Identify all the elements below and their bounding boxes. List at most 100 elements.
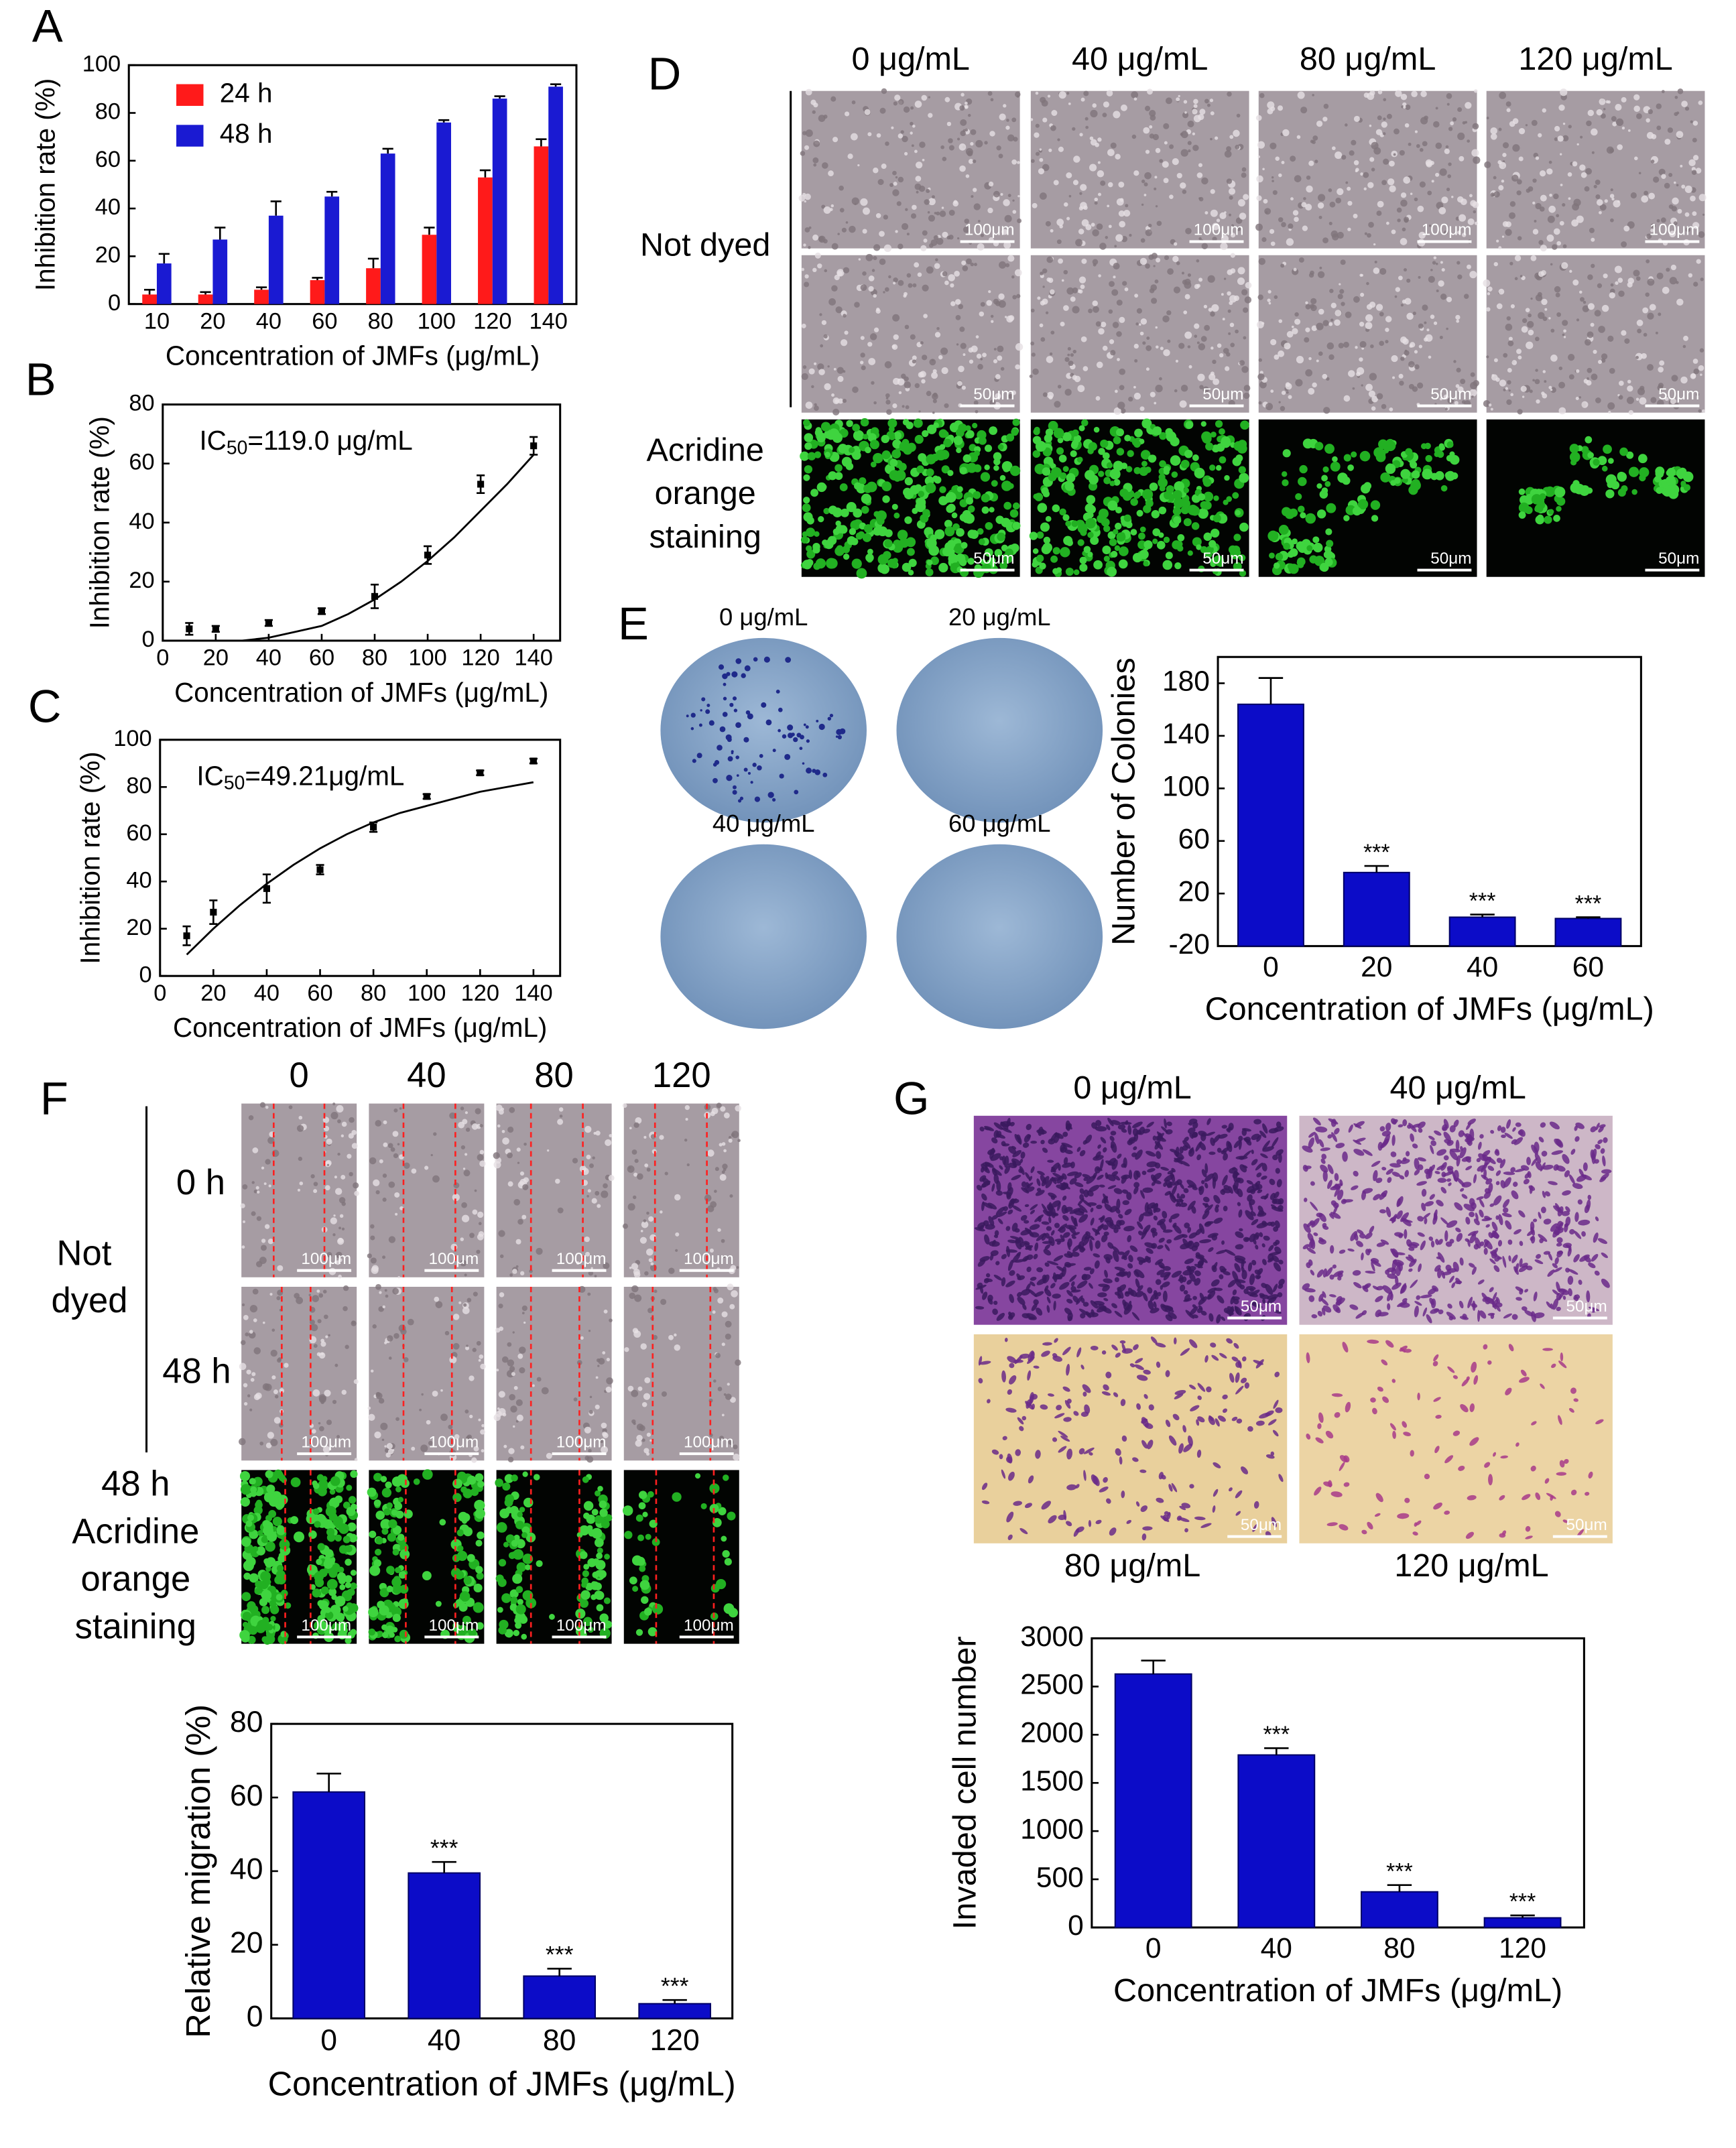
cell — [351, 1130, 357, 1135]
cell — [1363, 172, 1369, 178]
cell — [1068, 347, 1071, 351]
cell — [1050, 290, 1055, 295]
cell — [1117, 401, 1125, 409]
cell — [1338, 294, 1343, 299]
cell — [281, 1637, 288, 1644]
cell — [1110, 468, 1121, 479]
cell — [922, 231, 928, 236]
cell — [1180, 182, 1186, 188]
cell — [1576, 318, 1579, 321]
cell — [1456, 261, 1460, 264]
cell — [1130, 498, 1138, 506]
cell — [1211, 346, 1213, 349]
cell — [1700, 349, 1704, 353]
cell — [609, 1175, 615, 1181]
cell — [810, 489, 818, 497]
cell — [1149, 125, 1152, 129]
cell — [1186, 421, 1194, 429]
colony — [691, 713, 696, 718]
cell — [243, 1573, 251, 1580]
cell — [507, 1153, 513, 1159]
cell — [1065, 521, 1071, 527]
cell — [1678, 88, 1684, 94]
cell — [1133, 553, 1142, 562]
cell — [633, 1328, 638, 1333]
cell — [239, 1363, 247, 1371]
cell — [1359, 357, 1363, 361]
cell — [517, 1354, 523, 1359]
cell — [1609, 368, 1615, 374]
cell — [597, 1204, 601, 1208]
cell — [324, 1390, 330, 1397]
cell — [1665, 486, 1675, 496]
cell — [1040, 324, 1044, 328]
cell — [1032, 353, 1036, 357]
cell — [1298, 477, 1306, 487]
cell — [985, 444, 992, 452]
cell — [949, 145, 954, 151]
cell — [596, 1553, 603, 1560]
cell — [665, 1172, 668, 1175]
cell — [639, 1425, 645, 1431]
cell — [426, 1420, 431, 1425]
cell — [912, 508, 918, 514]
cell — [1685, 186, 1692, 193]
cell — [1580, 297, 1585, 302]
cell — [1145, 345, 1152, 351]
cell — [326, 1139, 332, 1145]
cell — [261, 1239, 265, 1243]
cell — [338, 1238, 343, 1243]
cell — [1156, 258, 1160, 263]
cell — [1303, 197, 1306, 200]
cell — [513, 1426, 515, 1428]
cell — [873, 401, 877, 405]
cell — [1330, 202, 1336, 208]
cell — [498, 1408, 505, 1415]
cell — [479, 1124, 483, 1127]
cell — [1282, 391, 1286, 395]
cell — [1414, 365, 1420, 370]
cell — [1113, 322, 1119, 328]
cell — [271, 1375, 275, 1379]
cell — [1406, 313, 1413, 320]
cell — [1619, 395, 1623, 399]
cell — [1174, 517, 1181, 523]
cell — [1638, 454, 1648, 463]
cell — [838, 376, 844, 382]
cell — [1167, 340, 1170, 343]
cell — [1353, 507, 1361, 515]
cell — [379, 1605, 389, 1615]
cell — [1221, 436, 1231, 446]
cell — [1505, 229, 1511, 235]
cell — [265, 1106, 269, 1109]
cell — [1487, 292, 1490, 295]
cell — [1141, 180, 1145, 183]
cell — [1558, 105, 1564, 111]
cell — [1152, 539, 1158, 544]
cell — [277, 1265, 283, 1271]
cell — [1471, 149, 1479, 156]
cell — [876, 213, 881, 218]
cell — [1328, 322, 1332, 326]
cell — [997, 355, 1002, 361]
cell — [729, 1139, 733, 1143]
cell — [893, 334, 899, 340]
cell — [1343, 342, 1349, 348]
cell — [715, 1167, 719, 1171]
cell — [1134, 97, 1137, 101]
colony — [700, 709, 702, 711]
cell — [1164, 466, 1170, 472]
cell — [1579, 291, 1583, 294]
cell — [942, 157, 947, 162]
cell — [1598, 360, 1602, 364]
cell — [1003, 199, 1010, 206]
cell — [1418, 276, 1421, 279]
cell — [949, 210, 955, 216]
cell — [1181, 149, 1188, 156]
cell — [559, 1107, 564, 1112]
cell — [847, 153, 853, 159]
cell — [640, 1343, 646, 1349]
cell — [1215, 136, 1218, 139]
cell — [1196, 259, 1199, 263]
cell — [818, 369, 825, 375]
